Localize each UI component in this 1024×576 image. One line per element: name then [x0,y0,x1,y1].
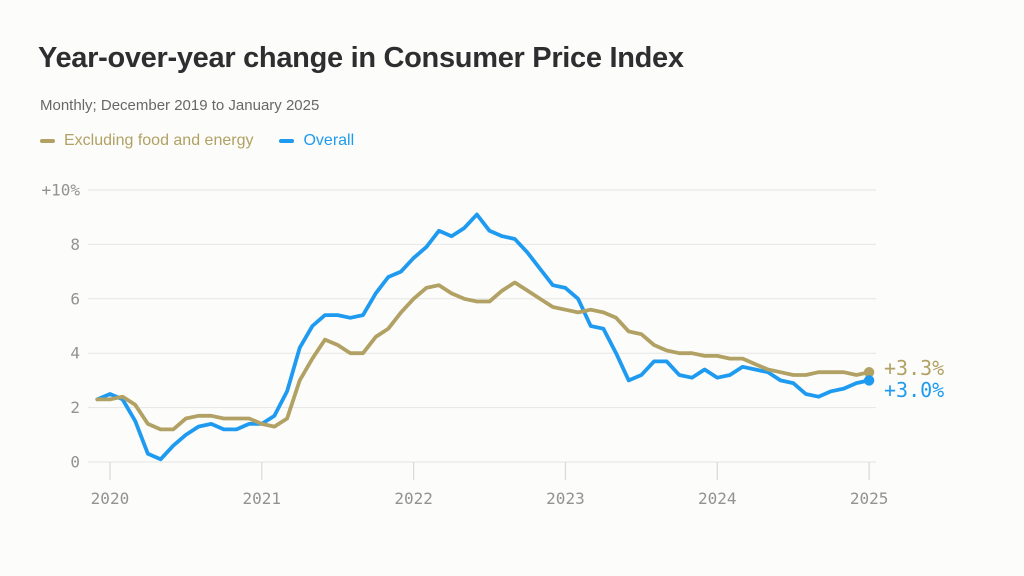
y-axis-label: 0 [70,453,80,472]
legend-item-overall: Overall [279,132,354,150]
y-axis-label: 4 [70,344,80,363]
chart-subtitle: Monthly; December 2019 to January 2025 [40,97,320,114]
legend-label-core: Excluding food and energy [64,132,254,149]
overall-end-value-label: +3.0% [884,378,944,402]
x-axis-label: 2020 [91,489,130,508]
x-axis-label: 2023 [546,489,585,508]
core-cpi-line [95,280,871,432]
overall-cpi-line [95,212,871,462]
core-end-dot [863,367,875,378]
y-axis-label: +10% [41,181,80,200]
x-axis-label: 2021 [243,489,282,508]
legend-label-overall: Overall [303,132,355,149]
legend-swatch-core-icon [40,139,55,143]
y-axis-label: 2 [70,398,80,417]
x-axis-label: 2025 [850,489,889,508]
x-axis-label: 2022 [394,489,433,508]
legend-item-core: Excluding food and energy [40,132,253,150]
y-axis-label: 6 [70,289,80,308]
legend-swatch-overall-icon [279,139,295,143]
chart-legend: Excluding food and energy Overall [40,132,354,150]
core-end-value-label: +3.3% [884,356,944,380]
y-axis-label: 8 [70,235,80,254]
page-title: Year-over-year change in Consumer Price … [38,42,684,74]
x-axis-label: 2024 [698,489,737,508]
overall-end-dot [863,375,875,386]
